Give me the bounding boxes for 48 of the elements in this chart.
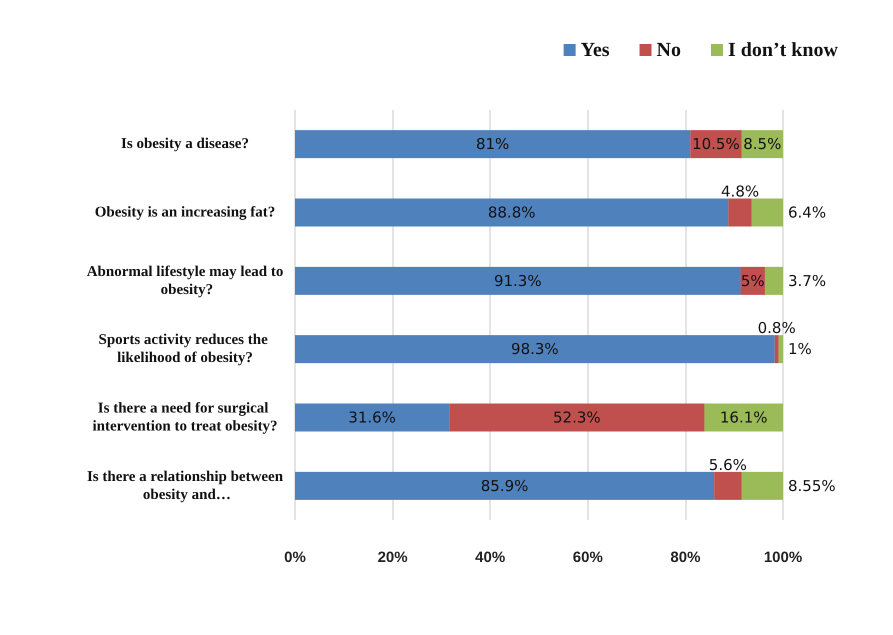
y-tick-label: Obesity is an increasing fat? xyxy=(94,204,276,220)
data-label: 88.8% xyxy=(488,204,536,222)
bar xyxy=(742,472,783,500)
bar xyxy=(778,335,783,364)
bar xyxy=(752,198,783,226)
legend-label: No xyxy=(656,39,681,61)
y-tick-label: Is obesity a disease? xyxy=(121,136,249,152)
data-label: 6.4% xyxy=(788,204,826,222)
data-label: 31.6% xyxy=(348,408,396,426)
data-label: 81% xyxy=(476,135,510,154)
bar xyxy=(714,472,742,500)
data-label: 5% xyxy=(740,272,765,290)
y-tick-label: Is there a need for surgical intervention to treat obesity? xyxy=(92,400,278,434)
x-tick-label: 40% xyxy=(475,549,506,566)
data-label: 16.1% xyxy=(720,408,768,426)
data-label: 85.9% xyxy=(480,476,528,495)
data-label: 98.3% xyxy=(511,340,559,358)
x-tick-label: 100% xyxy=(764,549,802,566)
bar xyxy=(295,198,728,226)
y-tick-label: Is there a relationship between obesity and… xyxy=(86,468,284,503)
bar xyxy=(295,335,775,364)
data-label: 52.3% xyxy=(552,408,601,426)
data-label: 5.6% xyxy=(708,456,747,474)
y-tick-label: Abnormal lifestyle may lead to obesity? xyxy=(86,264,284,298)
data-label: 1% xyxy=(788,340,812,358)
bar xyxy=(295,472,714,500)
bar xyxy=(295,404,450,432)
data-label: 10.5% xyxy=(692,135,740,154)
x-tick-label: 60% xyxy=(572,549,603,566)
data-label: 0.8% xyxy=(758,319,796,338)
x-tick-label: 80% xyxy=(670,549,700,566)
y-tick-label: Sports activity reduces the likelihood of obesity? xyxy=(98,332,272,366)
data-label: 4.8% xyxy=(721,182,760,200)
bar xyxy=(295,266,741,295)
x-tick-label: 0% xyxy=(284,549,306,566)
data-label: 8.55% xyxy=(788,476,836,495)
x-tick-label: 20% xyxy=(378,549,408,566)
legend-label: Yes xyxy=(580,39,610,61)
data-label: 3.7% xyxy=(788,272,826,290)
bar xyxy=(774,335,779,364)
bar xyxy=(449,404,704,432)
bar xyxy=(764,266,783,295)
data-label: 8.5% xyxy=(743,135,782,154)
bar xyxy=(704,404,783,432)
bar xyxy=(728,198,752,226)
bar xyxy=(295,130,690,158)
legend-label: I don’t know xyxy=(728,39,839,61)
data-label: 91.3% xyxy=(494,272,542,290)
